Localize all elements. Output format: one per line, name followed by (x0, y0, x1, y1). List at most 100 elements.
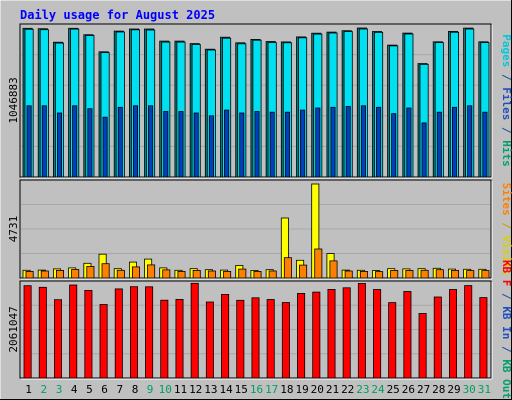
bar-visits-sites-day-27 (420, 269, 429, 279)
legend-kbytes: KB F / KB In / KB Out (500, 260, 512, 399)
x-label-day-29: 29 (447, 383, 460, 396)
bar-hits-pages-day-14 (224, 109, 230, 178)
x-label-day-12: 12 (189, 383, 202, 396)
bar-hits-pages-day-2 (41, 105, 47, 178)
series-kb-f (23, 282, 488, 379)
bar-kbytes-kb-f-day-5 (84, 289, 93, 379)
x-label-day-19: 19 (295, 383, 308, 396)
x-label-day-15: 15 (235, 383, 248, 396)
bar-hits-pages-day-11 (178, 111, 184, 178)
bar-visits-sites-day-1 (25, 270, 34, 279)
x-label-day-5: 5 (86, 383, 93, 396)
bar-kbytes-kb-f-day-1 (23, 285, 32, 379)
x-label-day-3: 3 (56, 383, 63, 396)
bar-visits-sites-day-12 (192, 269, 201, 279)
x-label-day-11: 11 (174, 383, 187, 396)
bar-kbytes-kb-f-day-21 (327, 288, 336, 379)
bar-visits-sites-day-7 (116, 269, 125, 279)
bar-visits-sites-day-26 (405, 269, 414, 279)
legend-part: Sites (500, 183, 512, 216)
bar-visits-sites-day-23 (359, 270, 368, 279)
x-label-day-27: 27 (417, 383, 430, 396)
bar-kbytes-kb-f-day-27 (418, 313, 427, 379)
bar-visits-sites-day-24 (375, 271, 384, 279)
bar-kbytes-kb-f-day-3 (54, 299, 63, 379)
bar-hits-pages-day-13 (208, 115, 214, 178)
bar-kbytes-kb-f-day-13 (205, 301, 214, 379)
panel-hits: 1046883 Pages / Files / Hits (7, 23, 512, 179)
bar-kbytes-kb-f-day-24 (373, 289, 382, 379)
x-label-day-10: 10 (159, 383, 172, 396)
legend-part: Hits (500, 140, 512, 167)
x-label-day-13: 13 (204, 383, 217, 396)
x-label-day-30: 30 (463, 383, 476, 396)
bar-visits-sites-day-16 (253, 270, 262, 279)
bar-kbytes-kb-f-day-2 (38, 286, 47, 379)
bar-hits-pages-day-30 (467, 105, 473, 178)
x-label-day-26: 26 (402, 383, 415, 396)
bar-hits-pages-day-21 (330, 106, 336, 178)
legend-visits: Sites / Visits (500, 183, 512, 276)
x-label-day-1: 1 (25, 383, 32, 396)
bar-visits-sites-day-4 (71, 269, 80, 279)
bar-kbytes-kb-f-day-7 (114, 288, 123, 379)
series-pages (26, 105, 488, 178)
bar-hits-pages-day-26 (406, 107, 412, 178)
bar-visits-sites-day-17 (268, 270, 277, 279)
bar-visits-sites-day-20 (314, 248, 323, 279)
bar-visits-sites-day-6 (101, 263, 110, 279)
series-files (24, 28, 490, 178)
bar-visits-sites-day-30 (466, 270, 475, 279)
x-label-day-6: 6 (101, 383, 108, 396)
bar-hits-pages-day-27 (421, 122, 427, 178)
legend-part: Visits (500, 236, 512, 276)
bar-visits-sites-day-3 (56, 269, 65, 279)
x-label-day-20: 20 (311, 383, 324, 396)
bar-hits-pages-day-12 (193, 112, 199, 178)
bar-kbytes-kb-f-day-26 (403, 291, 412, 379)
bar-visits-sites-day-14 (223, 270, 232, 279)
legend-part: Files (500, 87, 512, 120)
legend-part: / (500, 67, 512, 87)
x-label-day-18: 18 (280, 383, 293, 396)
max-label-kbytes: 2061047 (7, 306, 20, 352)
x-label-day-17: 17 (265, 383, 278, 396)
bar-hits-pages-day-25 (391, 113, 397, 178)
bar-hits-pages-day-18 (284, 111, 290, 178)
x-label-day-2: 2 (40, 383, 47, 396)
x-label-day-24: 24 (371, 383, 385, 396)
bar-hits-pages-day-8 (132, 105, 138, 178)
bar-visits-sites-day-19 (299, 264, 308, 279)
legend-part: / (500, 339, 512, 359)
bar-kbytes-kb-f-day-31 (479, 297, 488, 379)
bar-hits-pages-day-31 (482, 111, 488, 178)
bar-visits-sites-day-5 (86, 266, 95, 279)
x-label-day-14: 14 (219, 383, 233, 396)
bar-kbytes-kb-f-day-12 (190, 282, 199, 379)
bar-hits-pages-day-5 (87, 108, 93, 178)
bar-kbytes-kb-f-day-25 (388, 302, 397, 379)
bar-hits-pages-day-23 (360, 105, 366, 178)
bar-kbytes-kb-f-day-6 (99, 304, 108, 379)
x-label-day-31: 31 (478, 383, 491, 396)
bar-hits-pages-day-20 (315, 107, 321, 178)
legend-part: / (500, 120, 512, 140)
bar-visits-sites-day-28 (435, 269, 444, 279)
series-sites (25, 248, 490, 279)
bar-hits-pages-day-16 (254, 111, 260, 178)
chart-title: Daily usage for August 2025 (20, 8, 215, 22)
bar-hits-pages-day-10 (163, 111, 169, 178)
bar-hits-pages-day-6 (102, 116, 108, 178)
bar-visits-sites-day-22 (344, 270, 353, 279)
bar-visits-sites-day-21 (329, 260, 338, 279)
x-label-day-8: 8 (132, 383, 139, 396)
x-label-day-16: 16 (250, 383, 263, 396)
panel-visits: 4731 Sites / Visits (7, 179, 512, 280)
bar-hits-pages-day-17 (269, 111, 275, 178)
x-label-day-9: 9 (147, 383, 154, 396)
legend-part: Pages (500, 34, 512, 67)
panel-kbytes: 2061047 KB F / KB In / KB Out (7, 260, 512, 399)
bar-kbytes-kb-f-day-23 (357, 283, 366, 379)
bar-hits-pages-day-15 (239, 112, 245, 178)
